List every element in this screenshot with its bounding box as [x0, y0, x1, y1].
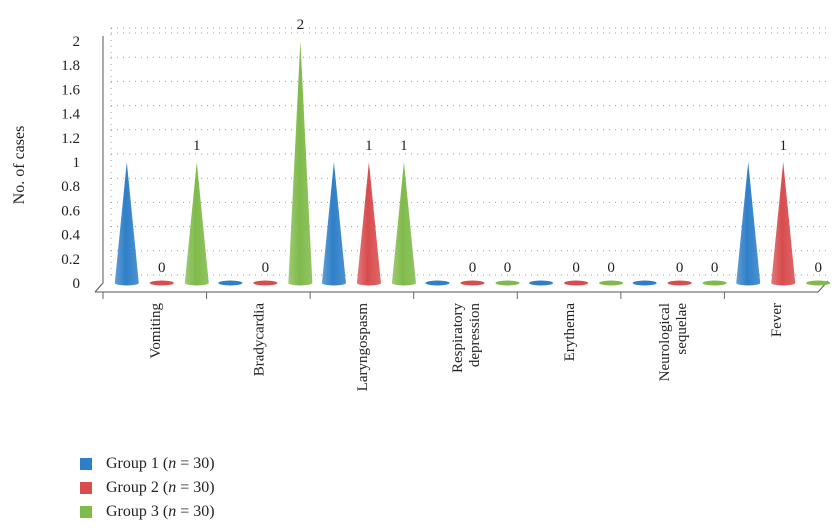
- data-labels: 0 1 0 2 1 1 0 0 0 0 0 0 1 0: [158, 17, 822, 276]
- legend: Group 1 (n = 30) Group 2 (n = 30) Group 3 …: [80, 452, 215, 524]
- cone-1: [736, 162, 761, 286]
- data-label: 0: [158, 260, 166, 276]
- cone-2: [356, 162, 381, 286]
- cone-2: [667, 280, 692, 286]
- data-label: 0: [262, 260, 270, 276]
- category-label: Bradycardia: [251, 303, 267, 377]
- legend-item: Group 3 (n = 30): [80, 500, 215, 524]
- category-label: Vomiting: [148, 303, 164, 359]
- svg-text:Laryngospasm: Laryngospasm: [355, 303, 371, 392]
- svg-text:sequelae: sequelae: [674, 303, 690, 355]
- legend-label: Group 3 (n = 30): [106, 503, 215, 520]
- data-label: 0: [676, 260, 684, 276]
- cone-2: [564, 280, 589, 286]
- y-axis-label: No. of cases: [11, 126, 28, 205]
- cone-3: [806, 280, 831, 286]
- cone-3: [184, 162, 209, 286]
- legend-item: Group 2 (n = 30): [80, 476, 215, 500]
- data-label: 0: [504, 260, 512, 276]
- legend-swatch: [80, 482, 92, 494]
- y-tick-label: 0.6: [61, 203, 80, 219]
- cone-2: [253, 280, 278, 286]
- y-tick-label: 1.4: [61, 107, 80, 123]
- data-label: 1: [365, 138, 373, 154]
- category-label: Fever: [769, 303, 785, 337]
- legend-label: Group 1 (n = 30): [106, 455, 215, 472]
- cone-1: [218, 280, 243, 286]
- category-labels: Vomiting Bradycardia Laryngospasm Respirato…: [148, 303, 785, 392]
- svg-text:Fever: Fever: [769, 303, 785, 337]
- y-tick-label: 1.6: [61, 82, 80, 98]
- data-label: 1: [193, 138, 201, 154]
- cone-1: [321, 162, 346, 286]
- y-tick-label: 0: [73, 276, 81, 292]
- cone-3: [495, 280, 520, 286]
- y-tick-label: 0.2: [61, 252, 80, 268]
- legend-swatch: [80, 458, 92, 470]
- svg-text:Neurological: Neurological: [657, 303, 673, 381]
- data-label: 2: [297, 17, 305, 33]
- cone-1: [632, 280, 657, 286]
- cone-2: [460, 280, 485, 286]
- cone-2: [149, 280, 174, 286]
- legend-item: Group 1 (n = 30): [80, 452, 215, 476]
- gridlines: [110, 27, 828, 276]
- data-label: 0: [711, 260, 719, 276]
- y-tick-label: 0.8: [61, 179, 80, 195]
- y-tick-label: 1.8: [61, 58, 80, 74]
- y-tick-label: 1.2: [61, 131, 80, 147]
- y-tick-label: 0.4: [61, 228, 80, 244]
- cone-2: [771, 162, 796, 286]
- data-label: 0: [814, 260, 822, 276]
- cone-3: [702, 280, 727, 286]
- legend-label: Group 2 (n = 30): [106, 479, 215, 496]
- y-axis: [94, 36, 104, 293]
- data-label: 0: [469, 260, 477, 276]
- svg-text:depression: depression: [467, 303, 483, 368]
- data-label: 1: [400, 138, 408, 154]
- cone-3: [391, 162, 416, 286]
- y-tick-labels: 0 0.2 0.4 0.6 0.8 1 1.2 1.4 1.6 1.8 2: [61, 34, 80, 292]
- cone-1: [425, 280, 450, 286]
- svg-text:Respiratory: Respiratory: [450, 303, 466, 373]
- category-label: Laryngospasm: [355, 303, 371, 392]
- cone-3: [599, 280, 624, 286]
- data-label: 1: [779, 138, 787, 154]
- legend-swatch: [80, 506, 92, 518]
- category-label: Respiratory depression: [450, 303, 483, 373]
- cone-1: [529, 280, 554, 286]
- category-label: Erythema: [562, 303, 578, 362]
- data-label: 0: [572, 260, 580, 276]
- svg-text:Vomiting: Vomiting: [148, 303, 164, 359]
- data-cones: [114, 41, 831, 286]
- svg-text:Bradycardia: Bradycardia: [251, 303, 267, 377]
- y-tick-label: 2: [73, 34, 81, 50]
- category-label: Neurological sequelae: [657, 303, 690, 382]
- svg-text:Erythema: Erythema: [562, 303, 578, 362]
- y-tick-label: 1: [73, 155, 81, 171]
- cone-3: [288, 41, 313, 286]
- cone-1: [114, 162, 139, 286]
- data-label: 0: [607, 260, 615, 276]
